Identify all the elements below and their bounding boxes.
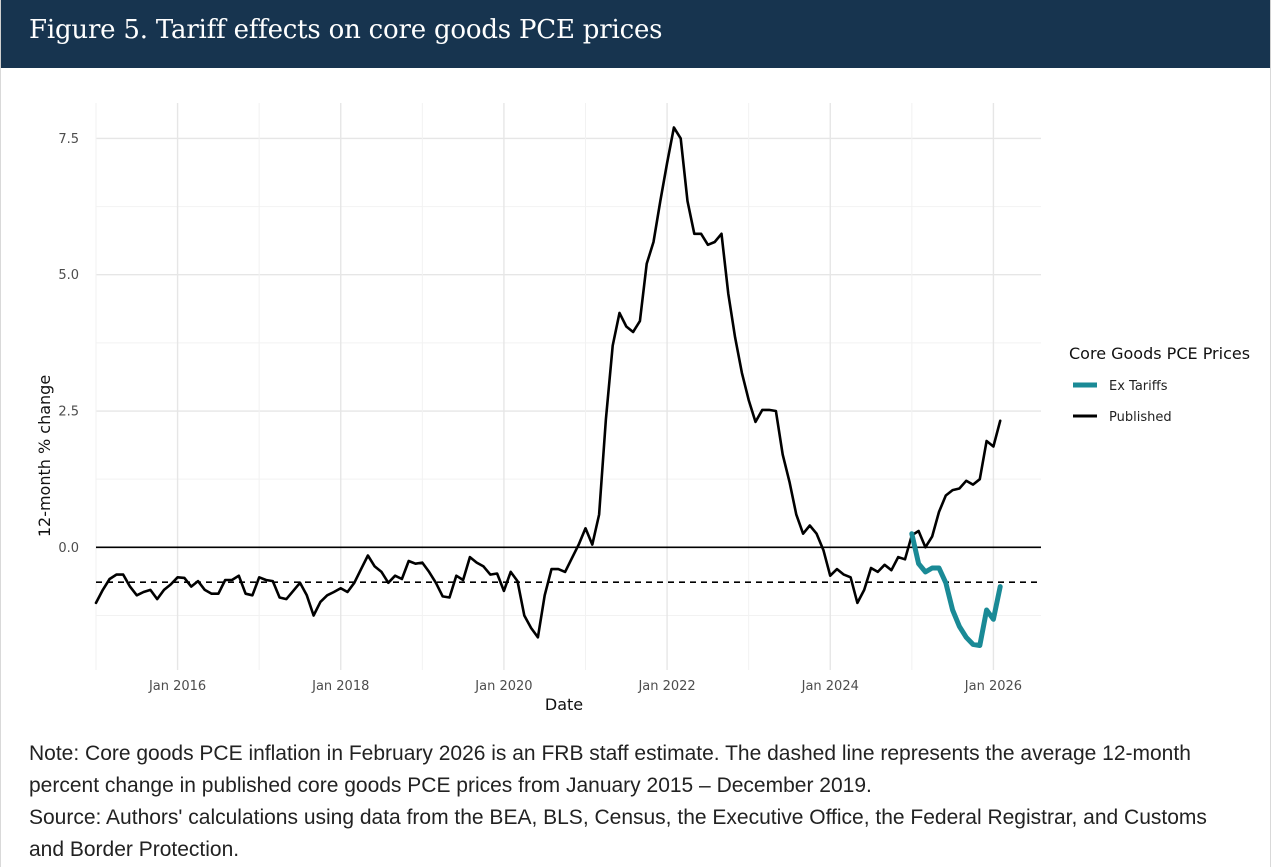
x-tick-label: Jan 2022 [637, 679, 695, 694]
y-tick-label: 0.0 [58, 541, 79, 556]
x-axis-title: Date [545, 695, 583, 714]
figure-notes: Note: Core goods PCE inflation in Februa… [29, 738, 1244, 866]
legend-label-ex-tariffs: Ex Tariffs [1109, 379, 1168, 394]
x-tick-label: Jan 2018 [311, 679, 369, 694]
series-line-ex-tariffs [909, 531, 1003, 648]
grid [95, 103, 1041, 670]
source-text: Source: Authors' calculations using data… [29, 806, 1207, 861]
legend-label-published: Published [1109, 410, 1172, 425]
figure-frame: 0.0 2.5 5.0 7.5 Jan 2016 Jan 2018 Jan 2020 Jan… [0, 68, 1271, 867]
y-tick-label: 2.5 [58, 405, 79, 420]
y-tick-label: 5.0 [58, 268, 79, 283]
y-axis-ticks: 0.0 2.5 5.0 7.5 [58, 132, 79, 556]
y-axis-title: 12-month % change [35, 375, 54, 537]
x-axis-ticks: Jan 2016 Jan 2018 Jan 2020 Jan 2022 Jan 2024… [148, 679, 1022, 694]
series-lines [94, 126, 1003, 648]
legend-title: Core Goods PCE Prices [1069, 344, 1250, 363]
x-tick-label: Jan 2020 [474, 679, 532, 694]
figure-title: Figure 5. Tariff effects on core goods P… [29, 15, 663, 45]
x-tick-label: Jan 2026 [964, 679, 1022, 694]
reference-lines [96, 546, 1041, 584]
line-chart: 0.02.55.07.5 Jan 2016 Jan 2018 Jan 2020 Jan… [35, 103, 1250, 714]
series-line-published [94, 126, 1002, 639]
y-tick-label: 7.5 [58, 132, 79, 147]
legend: Core Goods PCE Prices Ex Tariffs Publish… [1069, 344, 1250, 425]
x-tick-label: Jan 2016 [148, 679, 206, 694]
note-text: Note: Core goods PCE inflation in Februa… [29, 742, 1191, 797]
figure-header: Figure 5. Tariff effects on core goods P… [0, 0, 1271, 68]
x-tick-label: Jan 2024 [801, 679, 859, 694]
